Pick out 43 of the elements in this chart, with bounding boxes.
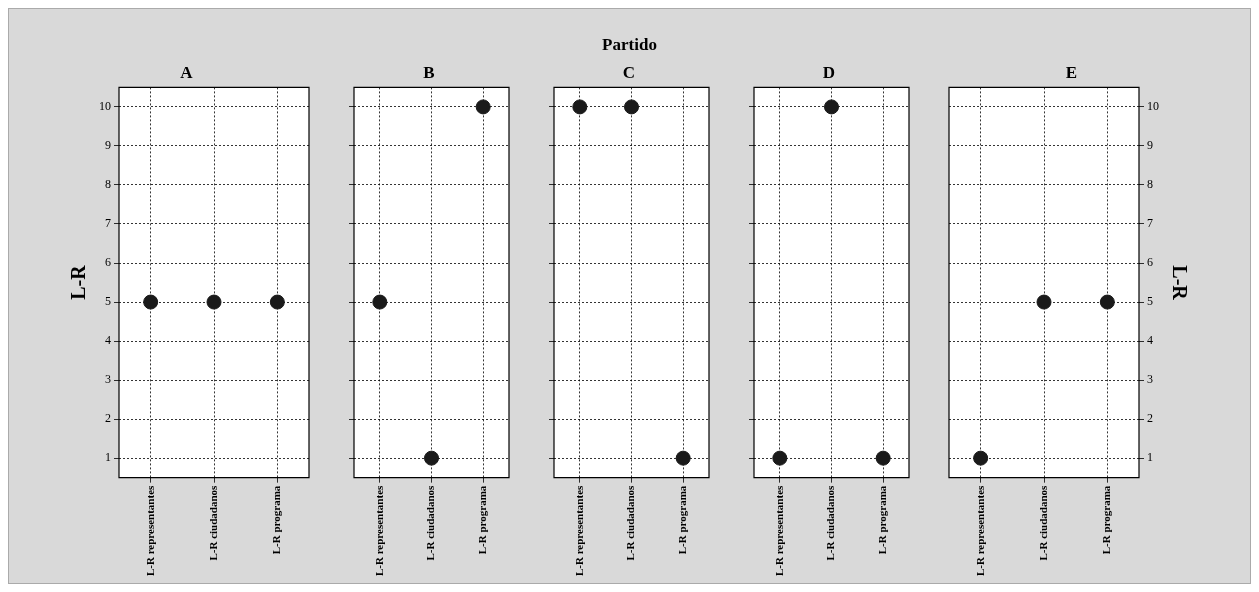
x-tick-label: L-R ciudadanos: [624, 484, 637, 561]
chart-title: D: [822, 62, 836, 82]
y2-tick-label: 1: [1147, 450, 1153, 465]
y2-tick-label: 2: [1147, 411, 1153, 426]
x-tick-label: L-R representantes: [772, 484, 785, 577]
x-tick-label: L-R programa: [676, 485, 689, 555]
y-tick-label: 10: [99, 99, 111, 114]
x-tick-label: L-R programa: [476, 485, 489, 555]
y-tick-label: 9: [105, 138, 111, 153]
y-tick-label: 7: [105, 216, 111, 231]
chart-title: A: [180, 62, 194, 82]
y2-tick-label: 4: [1147, 333, 1153, 348]
y-tick-label: 5: [105, 294, 111, 309]
y-tick-label: 3: [105, 372, 111, 387]
y-tick-label: 1: [105, 450, 111, 465]
x-tick-label: L-R ciudadanos: [206, 484, 219, 561]
x-tick-label: L-R representantes: [372, 484, 385, 577]
x-tick-label: L-R representantes: [973, 484, 986, 577]
x-tick-label: L-R programa: [1100, 485, 1113, 555]
y-tick-label: 2: [105, 411, 111, 426]
y-tick-label: 4: [105, 333, 111, 348]
x-tick-label: L-R programa: [270, 485, 283, 555]
x-tick-label: L-R programa: [876, 485, 889, 555]
y2-tick-label: 8: [1147, 177, 1153, 192]
x-tick-label: L-R ciudadanos: [1036, 484, 1049, 561]
y2-tick-label: 9: [1147, 138, 1153, 153]
y-tick-label: 8: [105, 177, 111, 192]
y2-tick-label: 10: [1147, 99, 1159, 114]
chart-title: E: [1065, 62, 1078, 82]
y2-tick-label: 6: [1147, 255, 1153, 270]
x-tick-label: L-R representantes: [572, 484, 585, 577]
x-tick-label: L-R ciudadanos: [424, 484, 437, 561]
y2-tick-label: 3: [1147, 372, 1153, 387]
y2-tick-label: 5: [1147, 294, 1153, 309]
y2-axis-title: L-R: [1168, 265, 1191, 301]
x-tick-label: L-R ciudadanos: [824, 484, 837, 561]
text: Partido: [601, 35, 658, 55]
y2-tick-label: 7: [1147, 216, 1153, 231]
x-tick-label: L-R representantes: [143, 484, 156, 577]
y-axis-title: L-R: [67, 264, 90, 300]
y-tick-label: 6: [105, 255, 111, 270]
chart-title: C: [622, 62, 636, 82]
chart-title: B: [423, 62, 435, 82]
